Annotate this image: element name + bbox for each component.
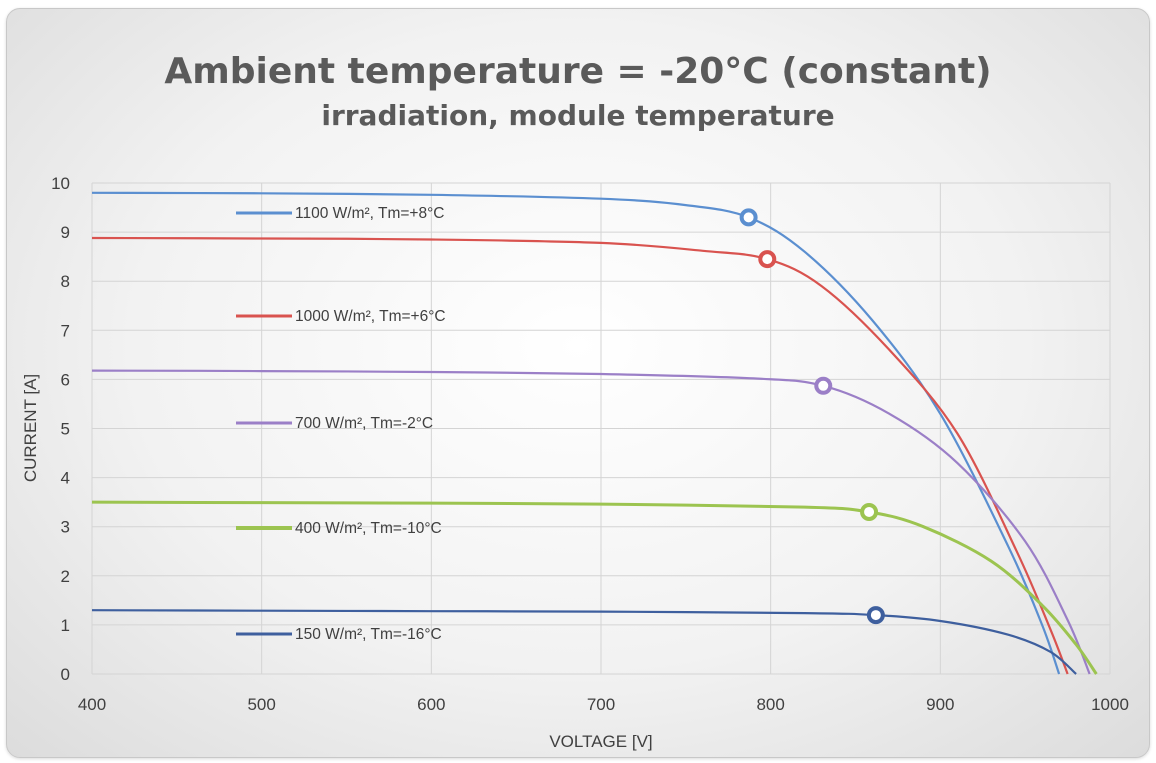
y-axis-label: CURRENT [A] bbox=[21, 374, 40, 482]
series-line bbox=[91, 500, 1098, 675]
series-line bbox=[91, 609, 1077, 675]
y-tick-label: 3 bbox=[61, 518, 70, 537]
x-tick-label: 900 bbox=[926, 695, 954, 714]
legend-label: 1000 W/m², Tm=+6°C bbox=[295, 308, 446, 325]
chart-frame bbox=[6, 8, 1150, 758]
series-line bbox=[91, 369, 1091, 675]
y-tick-label: 10 bbox=[51, 174, 70, 193]
x-tick-label: 500 bbox=[247, 695, 275, 714]
y-tick-label: 7 bbox=[61, 321, 70, 340]
grid-lines bbox=[91, 182, 1111, 675]
y-tick-label: 8 bbox=[61, 272, 70, 291]
x-tick-label: 700 bbox=[587, 695, 615, 714]
y-tick-label: 4 bbox=[61, 469, 70, 488]
x-tick-label: 800 bbox=[756, 695, 784, 714]
y-tick-label: 6 bbox=[61, 370, 70, 389]
legend-label: 150 W/m², Tm=-16°C bbox=[295, 626, 442, 643]
x-tick-label: 1000 bbox=[1091, 695, 1129, 714]
mpp-markers bbox=[739, 208, 885, 625]
legend-label: 400 W/m², Tm=-10°C bbox=[295, 520, 442, 537]
mpp-marker bbox=[739, 208, 758, 227]
mpp-marker bbox=[860, 502, 879, 521]
y-tick-label: 2 bbox=[61, 567, 70, 586]
chart-subtitle: irradiation, module temperature bbox=[321, 99, 834, 132]
mpp-marker bbox=[814, 376, 833, 395]
series-lines bbox=[91, 191, 1098, 675]
axis-ticks: 0 1 2 3 4 5 6 7 8 9 10 400 500 600 700 800 900 1000 bbox=[51, 174, 1129, 714]
series-line bbox=[91, 191, 1061, 675]
y-tick-label: 1 bbox=[61, 616, 70, 635]
y-tick-label: 0 bbox=[61, 665, 70, 684]
chart-title: Ambient temperature = -20°C (constant) bbox=[164, 51, 991, 92]
legend-label: 700 W/m², Tm=-2°C bbox=[295, 415, 433, 432]
x-tick-label: 400 bbox=[78, 695, 106, 714]
legend: 1100 W/m², Tm=+8°C 1000 W/m², Tm=+6°C 700 … bbox=[236, 205, 446, 643]
legend-label: 1100 W/m², Tm=+8°C bbox=[295, 205, 444, 222]
y-tick-label: 5 bbox=[61, 420, 70, 439]
x-axis-label: VOLTAGE [V] bbox=[549, 732, 652, 751]
series-line bbox=[91, 236, 1069, 675]
x-tick-label: 600 bbox=[417, 695, 445, 714]
mpp-marker bbox=[866, 606, 885, 625]
y-tick-label: 9 bbox=[61, 223, 70, 242]
mpp-marker bbox=[758, 250, 777, 269]
